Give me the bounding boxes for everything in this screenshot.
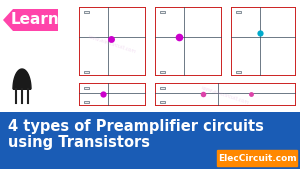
Bar (84, 101, 89, 103)
Bar (152, 3, 224, 79)
Polygon shape (13, 69, 31, 89)
Text: www.eleccircuit.com: www.eleccircuit.com (87, 35, 136, 55)
Bar (0, 0, 300, 112)
Bar (228, 3, 298, 79)
Bar (84, 71, 89, 73)
Bar (76, 3, 148, 79)
Bar (152, 79, 298, 109)
Bar (84, 11, 89, 13)
Text: using Transistors: using Transistors (8, 135, 150, 150)
Bar (160, 11, 165, 13)
Bar (236, 71, 241, 73)
Text: www.eleccircuit.com: www.eleccircuit.com (200, 85, 250, 106)
Polygon shape (3, 9, 58, 31)
Text: Learn: Learn (11, 13, 60, 28)
Bar (236, 11, 241, 13)
Text: ElecCircuit.com: ElecCircuit.com (218, 154, 297, 163)
Bar (160, 87, 165, 89)
Text: 4 types of Preamplifier circuits: 4 types of Preamplifier circuits (8, 118, 264, 134)
Bar (0, 112, 300, 169)
Bar (160, 71, 165, 73)
FancyBboxPatch shape (217, 150, 298, 167)
Bar (84, 87, 89, 89)
Bar (160, 101, 165, 103)
Bar (76, 79, 148, 109)
